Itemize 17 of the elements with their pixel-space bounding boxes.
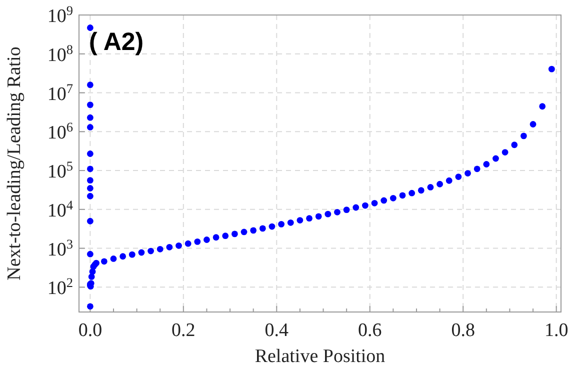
y-tick-label: 10$^{6}$ [47,119,74,144]
y-tick-label: 10$^{3}$ [47,236,74,260]
y-tick-label: 10$^{5}$ [47,158,74,183]
x-tick-label: 0.4 [264,320,290,341]
annotation: ( A2) [89,28,144,56]
y-axis-title: Next-to-leading/Leading Ratio [4,46,25,280]
x-tick-label: 0.0 [78,320,102,341]
y-tick-label: 10$^{8}$ [47,41,74,66]
x-tick-label: 1.0 [544,320,568,341]
y-tick-label: 10$^{4}$ [47,196,74,222]
y-tick-label: 10$^{7}$ [47,80,74,105]
y-tick-label: 10$^{9}$ [47,2,74,27]
x-tick-label: 0.6 [358,320,382,341]
x-tick-label: 0.2 [172,320,196,341]
x-tick-label: 0.8 [451,320,475,341]
y-tick-label: 10$^{2}$ [47,274,73,300]
x-axis-title: Relative Position [254,346,386,367]
